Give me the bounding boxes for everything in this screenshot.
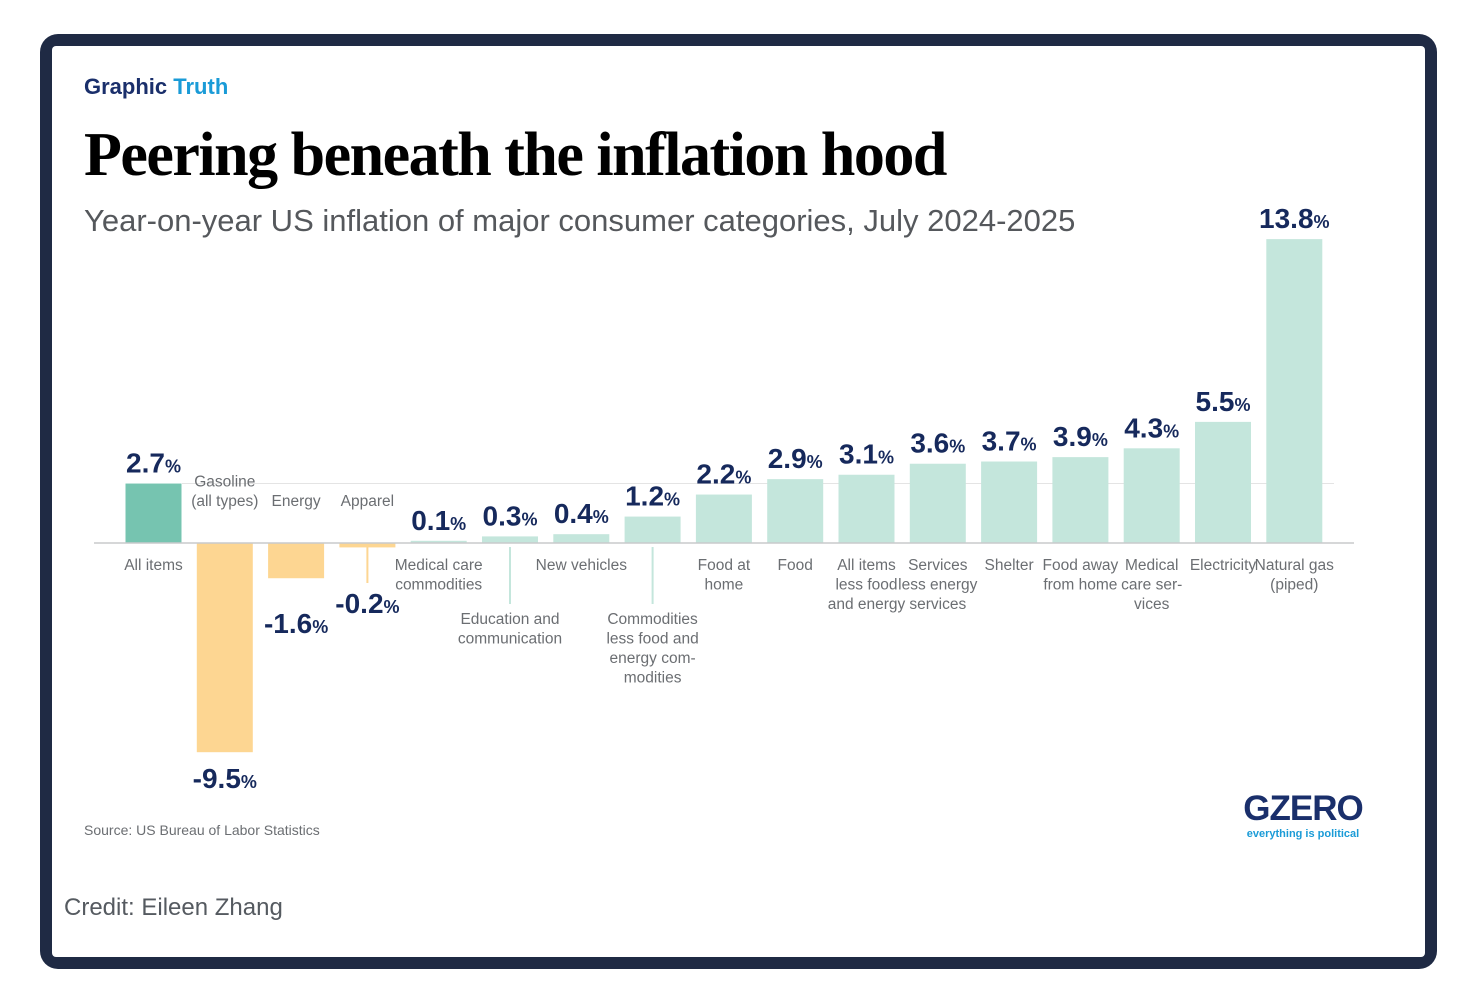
infographic-card: Graphic Truth Peering beneath the inflat…: [52, 46, 1425, 957]
kicker-word-truth: Truth: [173, 74, 229, 99]
image-credit: Credit: Eileen Zhang: [64, 894, 283, 921]
bar-15: [1123, 448, 1180, 543]
category-label: All items: [124, 557, 183, 574]
bar-16: [1195, 421, 1251, 543]
bar-1: [125, 483, 182, 543]
data-label-11: 3.1%: [839, 439, 894, 470]
gzero-logo: GZERO everything is political: [1242, 791, 1364, 840]
bar-6: [482, 536, 538, 543]
bar-4: [339, 543, 396, 548]
bar-10: [767, 479, 824, 543]
data-label-12: 3.6%: [910, 428, 965, 459]
data-label-13: 3.7%: [982, 426, 1037, 457]
category-label: Apparel: [341, 493, 394, 510]
bar-3: [268, 543, 325, 579]
data-label-3: -1.6%: [264, 608, 328, 639]
category-label: Gasoline (all types): [191, 474, 258, 511]
category-label: Medical care ser-vices: [1121, 557, 1182, 613]
category-label: Natural gas (piped): [1255, 557, 1335, 594]
category-label: Energy: [272, 493, 321, 510]
data-label-14: 3.9%: [1053, 421, 1108, 452]
bar-5: [410, 540, 467, 543]
logo-wordmark: GZERO: [1243, 789, 1363, 828]
data-label-6: 0.3%: [483, 500, 538, 531]
data-label-16: 5.5%: [1196, 386, 1251, 417]
bar-9: [695, 494, 752, 543]
data-label-15: 4.3%: [1124, 412, 1179, 443]
data-label-1: 2.7%: [126, 448, 181, 479]
data-label-10: 2.9%: [768, 443, 823, 474]
category-label: Food: [778, 557, 813, 574]
category-label: Electricity: [1190, 557, 1257, 574]
data-label-4: -0.2%: [335, 588, 399, 619]
bar-chart: All items 2.7% Gasoline (all types) -9.5% Ene…: [94, 203, 1354, 794]
data-label-8: 1.2%: [625, 481, 680, 512]
category-label: Shelter: [985, 557, 1034, 574]
data-label-17: 13.8%: [1259, 203, 1330, 234]
category-label: Medical care commodities: [395, 557, 483, 594]
bar-11: [838, 474, 895, 543]
kicker-word-graphic: Graphic: [84, 74, 168, 99]
category-label: Services less energy services: [898, 557, 978, 613]
bar-13: [981, 461, 1038, 543]
source-note: Source: US Bureau of Labor Statistics: [84, 822, 320, 838]
category-label: New vehicles: [536, 557, 628, 574]
data-label-5: 0.1%: [411, 505, 466, 536]
chart-title: Peering beneath the inflation hood: [84, 121, 947, 189]
category-label: Education and communication: [458, 611, 562, 648]
chart-subtitle: Year-on-year US inflation of major consu…: [84, 203, 1076, 238]
data-label-9: 2.2%: [696, 459, 751, 490]
category-label: All items less food and energy: [828, 557, 906, 613]
category-label: Commodities less food and energy com-modit…: [606, 611, 698, 687]
bar-2: [196, 543, 253, 753]
data-label-7: 0.4%: [554, 498, 609, 529]
category-label: Food away from home: [1042, 557, 1118, 594]
bar-17: [1266, 239, 1323, 543]
series-kicker: Graphic Truth: [84, 74, 228, 100]
category-label: Food at home: [698, 557, 751, 594]
bar-12: [909, 463, 966, 543]
logo-tagline: everything is political: [1246, 828, 1360, 840]
bar-7: [553, 534, 610, 543]
data-label-2: -9.5%: [193, 763, 257, 794]
bar-8: [624, 516, 681, 543]
bar-14: [1052, 457, 1109, 543]
